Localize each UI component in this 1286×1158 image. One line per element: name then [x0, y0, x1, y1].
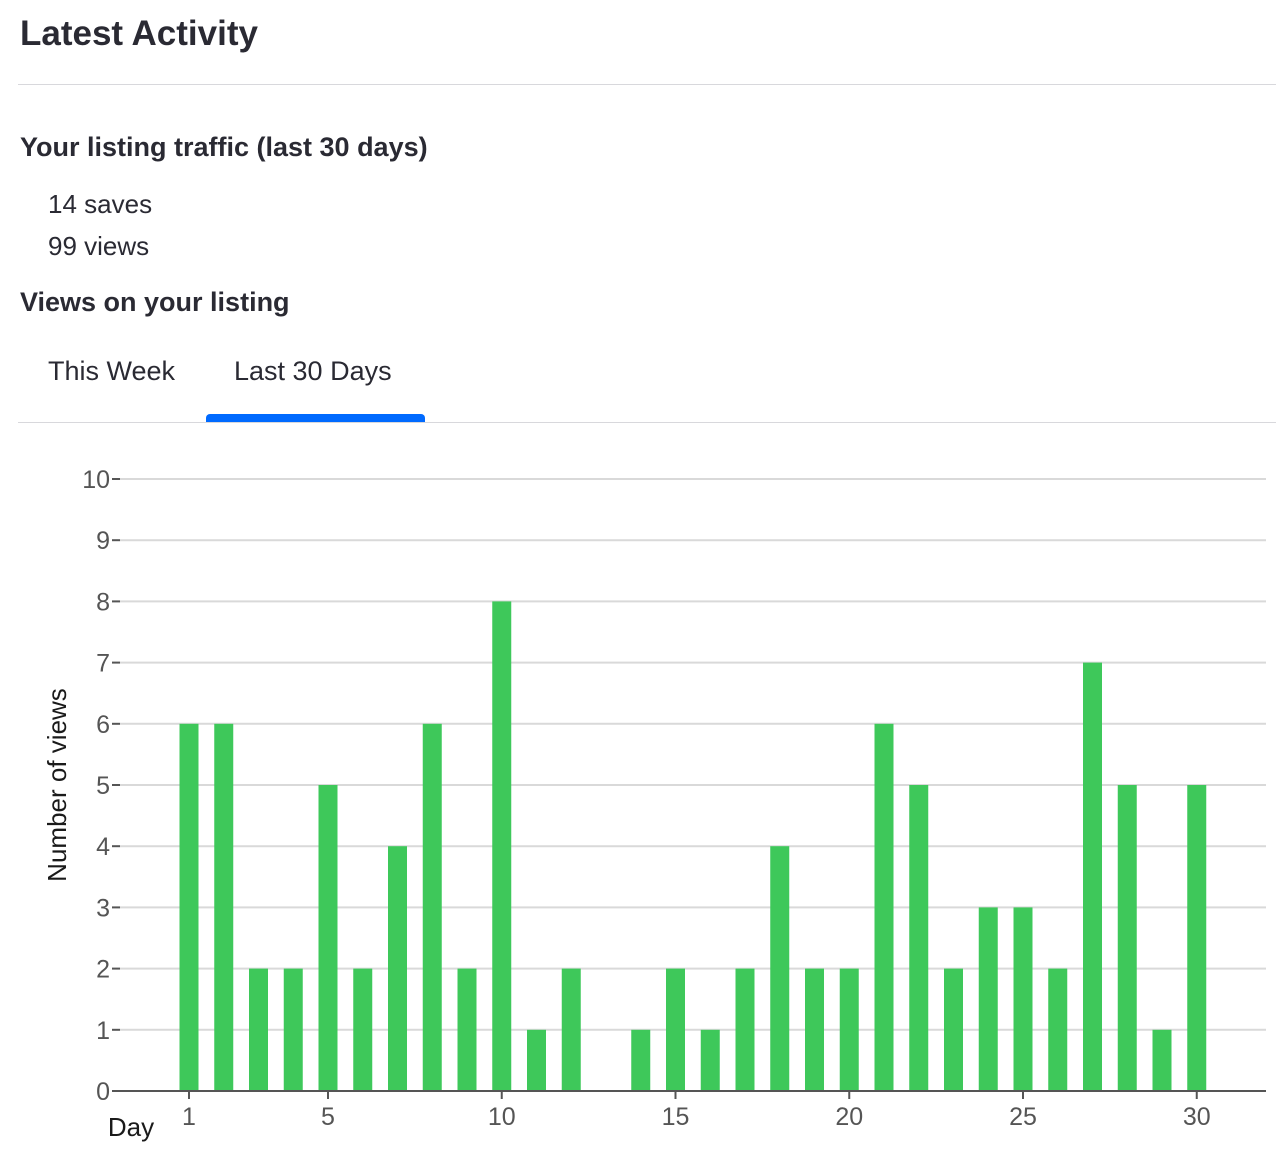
bar-day-26	[1048, 968, 1068, 1091]
bar-day-22	[909, 785, 929, 1091]
bar-day-9	[457, 968, 477, 1091]
bar-day-2	[214, 723, 234, 1091]
bar-day-4	[283, 968, 303, 1091]
bar-day-17	[735, 968, 755, 1091]
active-tab-indicator	[206, 414, 425, 422]
chart-gridlines	[120, 478, 1266, 1031]
bar-day-3	[249, 968, 268, 1091]
bar-day-18	[770, 846, 790, 1091]
y-tick-label: 9	[96, 527, 110, 555]
y-tick-label: 0	[96, 1078, 110, 1106]
y-tick-label: 5	[96, 772, 110, 800]
x-tick-label: 15	[662, 1103, 690, 1131]
header-divider	[18, 84, 1276, 85]
views-count: 99 views	[48, 231, 150, 261]
bar-day-19	[805, 968, 824, 1091]
bar-day-30	[1187, 785, 1207, 1091]
bar-day-5	[318, 785, 338, 1091]
views-tabs: This Week Last 30 Days	[18, 340, 1276, 423]
y-tick-label: 7	[96, 650, 110, 678]
y-tick-label: 6	[96, 711, 110, 739]
y-tick-label: 2	[96, 956, 110, 984]
bar-day-8	[422, 723, 442, 1091]
bar-day-6	[353, 968, 373, 1091]
bar-day-20	[839, 968, 859, 1091]
x-tick-label: 1	[182, 1103, 196, 1131]
x-tick-label: 25	[1009, 1103, 1037, 1131]
x-tick-label: 5	[321, 1103, 335, 1131]
chart-bars	[179, 601, 1207, 1091]
y-tick-label: 10	[82, 466, 110, 494]
y-tick-label: 8	[96, 588, 110, 616]
bar-day-25	[1013, 907, 1033, 1091]
bar-day-15	[666, 968, 685, 1091]
x-tick-label: 20	[835, 1103, 863, 1131]
y-tick-label: 3	[96, 894, 110, 922]
y-tick-label: 1	[96, 1017, 110, 1045]
bar-day-12	[561, 968, 581, 1091]
x-tick-label: 30	[1183, 1103, 1211, 1131]
traffic-heading: Your listing traffic (last 30 days)	[20, 132, 428, 162]
bar-day-27	[1083, 662, 1102, 1091]
bar-day-10	[492, 601, 512, 1091]
page-title: Latest Activity	[20, 14, 258, 53]
tab-last-30-days[interactable]: Last 30 Days	[234, 356, 392, 386]
x-tick-label: 10	[488, 1103, 516, 1131]
bar-day-11	[527, 1029, 546, 1091]
bar-day-21	[874, 723, 894, 1091]
bar-day-1	[179, 723, 199, 1091]
bar-day-24	[978, 907, 998, 1091]
bar-day-14	[631, 1029, 651, 1091]
tab-this-week[interactable]: This Week	[48, 356, 176, 386]
bar-day-16	[700, 1029, 720, 1091]
y-axis-title: Number of views	[42, 688, 72, 882]
bar-day-29	[1152, 1029, 1172, 1091]
saves-count: 14 saves	[48, 189, 153, 219]
x-axis-title: Day	[108, 1112, 154, 1142]
bar-day-7	[388, 846, 407, 1091]
bar-day-28	[1117, 785, 1137, 1091]
views-heading: Views on your listing	[20, 287, 290, 317]
y-tick-label: 4	[96, 833, 110, 861]
bar-day-23	[944, 968, 963, 1091]
